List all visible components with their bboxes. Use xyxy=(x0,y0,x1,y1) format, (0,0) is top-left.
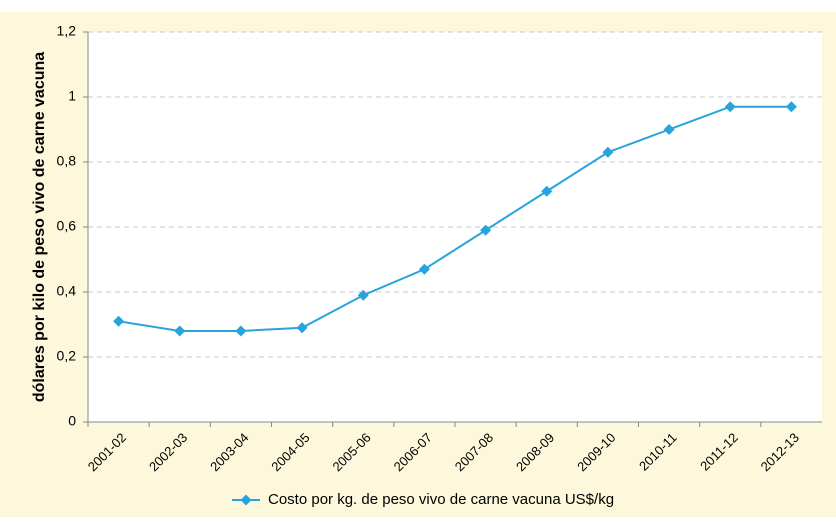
marker xyxy=(357,289,369,301)
y-axis-label: dólares por kilo de peso vivo de carne v… xyxy=(31,52,48,402)
marker xyxy=(480,224,492,236)
marker xyxy=(113,315,125,327)
marker xyxy=(541,185,553,197)
line xyxy=(118,105,792,332)
marker xyxy=(174,325,186,337)
marker xyxy=(296,322,308,334)
y-tick-label: 1 xyxy=(68,88,76,104)
y-tick-label: 1,2 xyxy=(57,23,77,39)
y-tick-label: 0,4 xyxy=(57,283,77,299)
marker xyxy=(235,325,247,337)
legend-label: Costo por kg. de peso vivo de carne vacu… xyxy=(268,491,614,508)
y-tick-label: 0,2 xyxy=(57,348,77,364)
marker xyxy=(418,263,430,275)
y-tick-label: 0 xyxy=(68,413,76,429)
y-tick-label: 0,8 xyxy=(57,153,77,169)
marker xyxy=(785,101,797,113)
marker xyxy=(602,146,614,158)
legend-marker xyxy=(240,494,252,506)
marker xyxy=(724,101,736,113)
marker xyxy=(663,124,675,135)
y-tick-label: 0,6 xyxy=(57,218,77,234)
plot-area xyxy=(88,32,822,422)
